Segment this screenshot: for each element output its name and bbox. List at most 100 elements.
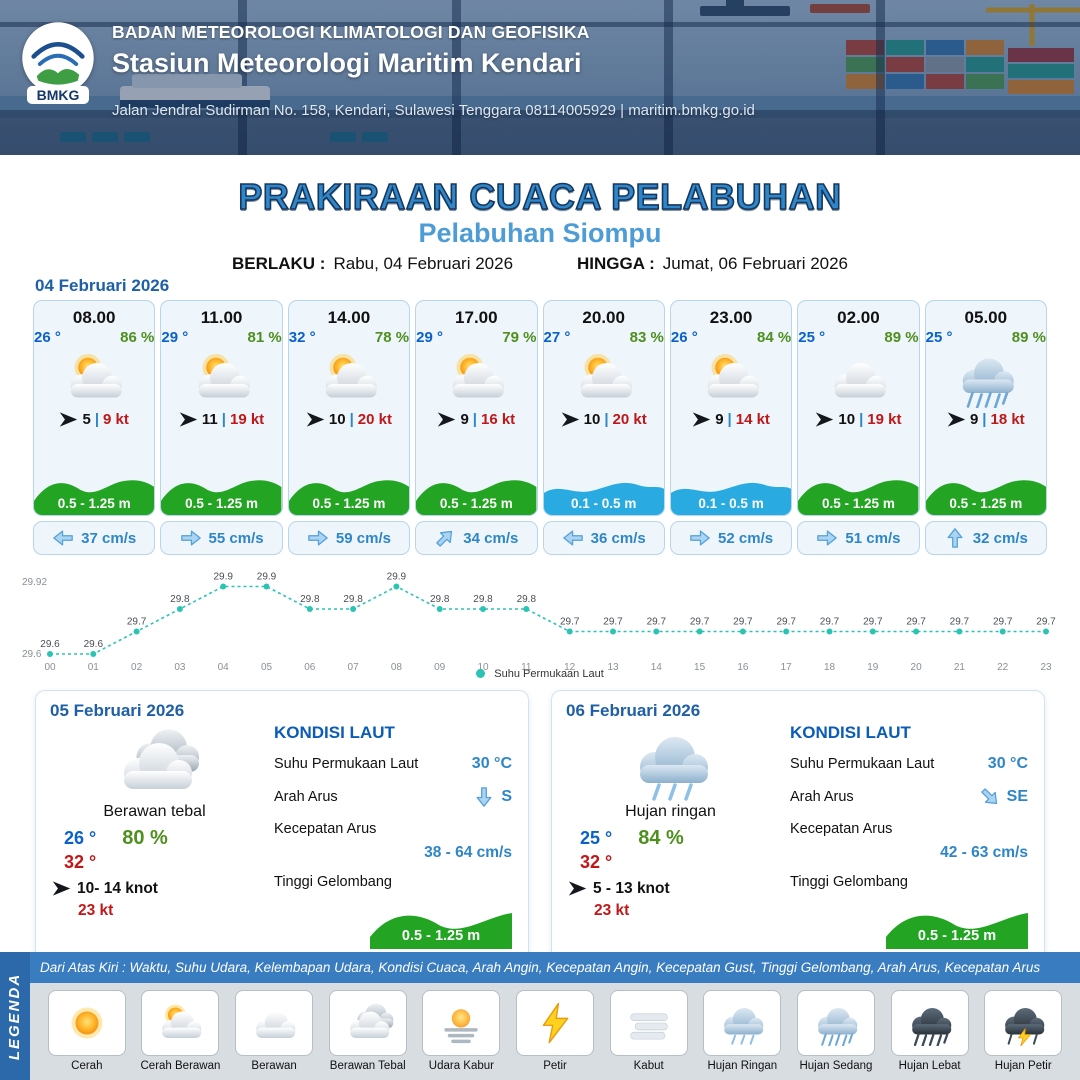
sea-conditions-title: KONDISI LAUT — [790, 723, 911, 742]
legend-icon-box — [984, 990, 1063, 1056]
current-direction-icon — [52, 527, 74, 549]
wave-height: 0.1 - 0.5 m — [571, 496, 637, 511]
current-box: 55 cm/s — [160, 521, 283, 555]
current-speed: 37 cm/s — [81, 529, 137, 547]
wave-height-label: Tinggi Gelombang — [790, 874, 908, 890]
legend-label: Hujan Sedang — [799, 1060, 873, 1072]
wind-arrow-icon — [568, 879, 587, 898]
air-temperature: 26 ° — [34, 329, 61, 346]
svg-text:01: 01 — [88, 662, 100, 673]
wind-speed: 5 — [82, 411, 91, 428]
daily-wind-row: 5 - 13 knot — [568, 879, 773, 898]
svg-text:29.6: 29.6 — [22, 649, 42, 660]
wave-height-label: Tinggi Gelombang — [274, 874, 392, 890]
legend-item: Hujan Petir — [978, 990, 1068, 1080]
air-temperature: 32 ° — [288, 329, 316, 346]
legend-weather-icon — [620, 1000, 678, 1046]
daily-weather-summary: Berawan tebal 26 ° 80 % 32 ° 10- 14 knot… — [52, 723, 257, 920]
svg-text:29.7: 29.7 — [863, 617, 883, 628]
current-box: 59 cm/s — [287, 521, 411, 555]
forecast-time: 08.00 — [72, 308, 116, 327]
wave-height-row: Tinggi Gelombang — [274, 874, 512, 890]
hourly-card: 02.00 25 ° 89 % 10 | 19 kt — [797, 300, 920, 555]
separator: | — [727, 411, 732, 428]
daily-wind: 5 - 13 knot — [593, 879, 670, 897]
weather-icon — [436, 348, 516, 408]
legend-label: Berawan — [251, 1060, 297, 1072]
humidity: 84 % — [757, 329, 792, 346]
wind-gust: 20 kt — [612, 411, 647, 428]
svg-text:29.8: 29.8 — [300, 594, 320, 605]
svg-text:29.8: 29.8 — [343, 594, 363, 605]
wind-speed: 9 — [715, 411, 724, 428]
daily-temp-max: 32 ° — [64, 852, 97, 872]
current-speed: 55 cm/s — [208, 529, 264, 547]
svg-text:29.8: 29.8 — [517, 594, 537, 605]
hourly-card-main: 08.00 26 ° 86 % 5 | 9 kt 0. — [33, 300, 156, 516]
svg-text:29.8: 29.8 — [430, 594, 450, 605]
svg-text:29.7: 29.7 — [906, 617, 926, 628]
svg-text:17: 17 — [781, 662, 793, 673]
legend-label: Cerah — [71, 1060, 103, 1072]
sea-conditions: KONDISI LAUT Suhu Permukaan Laut 30 °C A… — [790, 723, 1028, 903]
current-box: 32 cm/s — [924, 521, 1047, 555]
daily-condition: Berawan tebal — [103, 803, 206, 820]
wave-height-band: 0.5 - 1.25 m — [925, 469, 1046, 515]
legend-weather-icon — [245, 1000, 303, 1046]
svg-text:23: 23 — [1040, 662, 1052, 673]
wave-shape — [34, 480, 155, 515]
wave-height: 0.5 - 1.25 m — [312, 496, 386, 511]
humidity: 83 % — [629, 329, 664, 346]
svg-text:09: 09 — [434, 662, 446, 673]
air-temperature: 25 ° — [798, 329, 826, 346]
hourly-card-main: 23.00 26 ° 84 % 9 | 14 kt 0 — [669, 300, 793, 516]
current-direction-value-group: SE — [979, 786, 1028, 808]
legend-item: Berawan — [229, 990, 319, 1080]
air-temperature: 27 ° — [543, 329, 571, 346]
hingga-value: Jumat, 06 Februari 2026 — [662, 254, 849, 273]
wind-speed: 11 — [201, 411, 218, 428]
wind-arrow-icon — [179, 410, 198, 429]
legend-weather-icon — [432, 1000, 490, 1046]
weather-icon — [309, 348, 389, 408]
separator: | — [94, 411, 100, 428]
wave-shape — [416, 480, 537, 515]
hourly-card-main: 20.00 27 ° 83 % 10 | 20 kt — [542, 300, 665, 516]
legend-weather-icon — [713, 1000, 771, 1046]
air-temperature: 29 ° — [161, 329, 189, 346]
wave-height-band: 0.1 - 0.5 m — [543, 469, 664, 515]
svg-text:00: 00 — [44, 662, 56, 673]
sst-row: Suhu Permukaan Laut 30 °C — [790, 755, 1028, 773]
svg-text:20: 20 — [911, 662, 923, 673]
legend-icon-box — [796, 990, 875, 1056]
svg-text:12: 12 — [564, 662, 576, 673]
wind-gust: 14 kt — [735, 411, 770, 428]
wave-height-band: 0.5 - 1.25 m — [416, 469, 537, 515]
svg-text:07: 07 — [348, 662, 360, 673]
current-direction-row: Arah Arus SE — [790, 786, 1028, 808]
wind-row: 9 | 14 kt — [692, 410, 770, 429]
svg-text:29.9: 29.9 — [257, 572, 277, 583]
daily-wave-height-box: 0.5 - 1.25 m — [886, 901, 1028, 949]
wind-arrow-icon — [561, 410, 580, 429]
wind-speed: 9 — [460, 411, 469, 428]
sst-value: 30 °C — [987, 755, 1028, 772]
hourly-card-main: 14.00 32 ° 78 % 10 | 20 kt — [287, 300, 411, 516]
daily-card: 05 Februari 2026 Berawan tebal 26 ° 80 %… — [35, 690, 529, 962]
humidity: 79 % — [502, 329, 537, 346]
wave-shape — [798, 480, 919, 515]
temp-humidity-row: 29 ° 81 % — [161, 328, 281, 346]
separator: | — [349, 411, 354, 428]
wave-height: 0.5 - 1.25 m — [949, 496, 1023, 511]
legend-item: Kabut — [604, 990, 694, 1080]
wave-height: 0.5 - 1.25 m — [185, 496, 258, 511]
svg-text:29.6: 29.6 — [84, 639, 104, 650]
humidity: 86 % — [120, 329, 155, 346]
legend-title: LEGENDA — [6, 972, 24, 1060]
current-speed: 34 cm/s — [463, 529, 519, 547]
daily-temp-max: 32 ° — [580, 852, 613, 872]
current-speed: 32 cm/s — [972, 529, 1028, 547]
wind-row: 10 | 20 kt — [561, 410, 647, 429]
current-box: 34 cm/s — [415, 521, 538, 555]
forecast-time: 14.00 — [327, 308, 371, 327]
